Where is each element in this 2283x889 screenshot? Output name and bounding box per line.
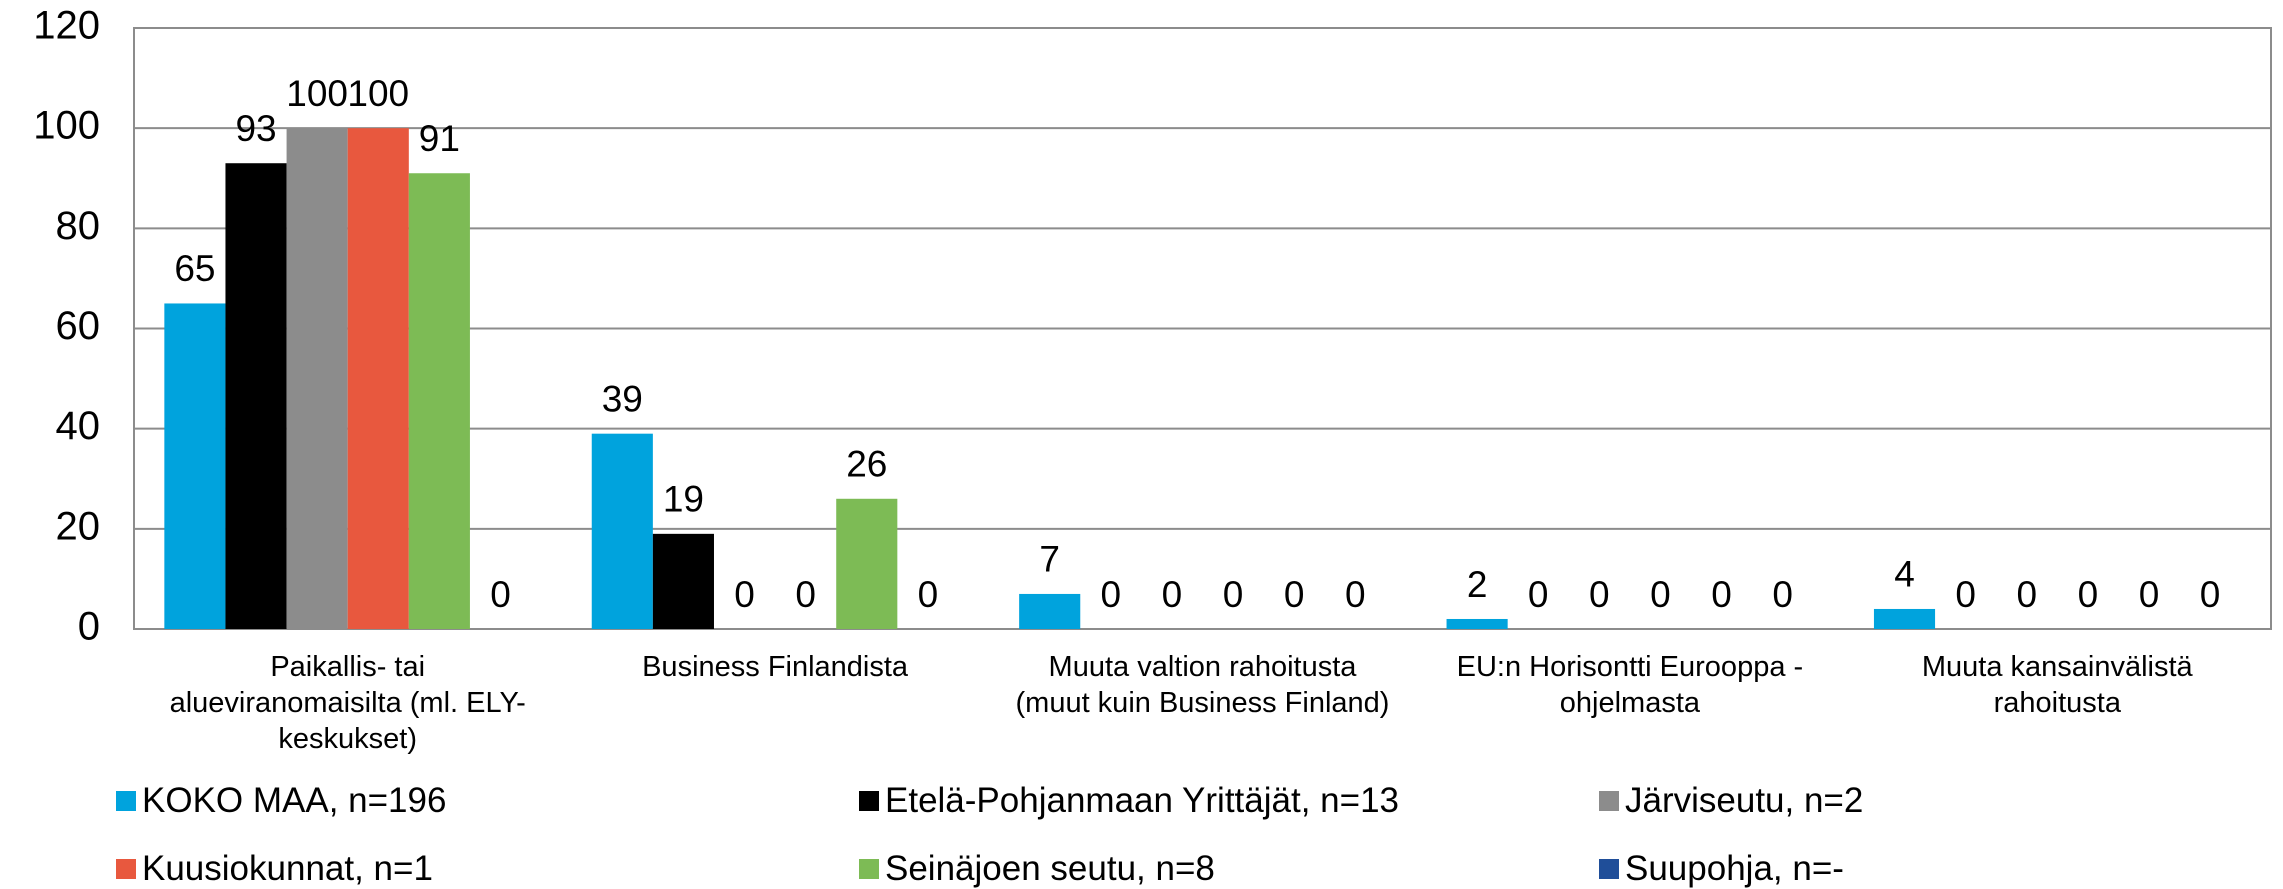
bar (836, 498, 898, 629)
legend-label: Kuusiokunnat, n=1 (142, 849, 433, 888)
y-tick-label: 40 (56, 404, 101, 448)
data-label: 0 (918, 574, 939, 615)
legend-swatch (1599, 859, 1619, 879)
legend-label: Järviseutu, n=2 (1625, 781, 1864, 820)
y-tick-label: 20 (56, 504, 101, 548)
y-tick-label: 60 (56, 304, 101, 348)
bar (1019, 593, 1081, 629)
legend-swatch (116, 859, 136, 879)
data-label: 0 (1650, 574, 1671, 615)
data-label: 4 (1894, 554, 1915, 595)
legend-item: KOKO MAA, n=196 (116, 779, 446, 823)
data-label: 0 (1345, 574, 1366, 615)
y-tick-label: 0 (78, 605, 100, 649)
bar (591, 433, 653, 629)
data-label: 0 (1284, 574, 1305, 615)
y-tick-label: 120 (33, 4, 100, 48)
x-tick-label: Muuta kansainvälistä rahoitusta (1921, 651, 2193, 719)
data-label: 0 (1223, 574, 1244, 615)
bar (164, 303, 226, 629)
x-tick-label: Muuta valtion rahoitusta (muut kuin Busi… (1015, 651, 1390, 719)
bar (408, 173, 470, 629)
data-label: 0 (1101, 574, 1122, 615)
legend-label: Seinäjoen seutu, n=8 (885, 849, 1215, 888)
data-label: 100 (286, 73, 348, 114)
data-label: 2 (1467, 564, 1488, 605)
legend-item: Järviseutu, n=2 (1599, 779, 1863, 823)
data-label: 7 (1039, 539, 1060, 580)
data-label: 19 (663, 479, 704, 520)
data-label: 0 (1162, 574, 1183, 615)
bar (1873, 608, 1936, 629)
data-label: 26 (846, 444, 887, 485)
data-label: 0 (2016, 574, 2037, 615)
data-label: 0 (1589, 574, 1610, 615)
data-label: 93 (235, 108, 276, 149)
legend-label: Suupohja, n=- (1625, 849, 1844, 888)
data-label: 0 (734, 574, 755, 615)
x-tick-label: EU:n Horisontti Eurooppa -ohjelmasta (1456, 651, 1804, 719)
legend-item: Etelä-Pohjanmaan Yrittäjät, n=13 (859, 779, 1399, 823)
plot-border (133, 27, 2272, 630)
bar (652, 533, 714, 629)
data-label: 0 (1528, 574, 1549, 615)
data-label: 91 (419, 118, 460, 159)
data-label: 0 (2139, 574, 2160, 615)
bar (1446, 618, 1508, 629)
data-label: 0 (1772, 574, 1793, 615)
y-tick-label: 80 (56, 204, 101, 248)
data-label: 0 (795, 574, 816, 615)
data-label: 0 (490, 574, 511, 615)
x-tick-label: Business Finlandista (642, 651, 909, 683)
legend-item: Kuusiokunnat, n=1 (116, 847, 433, 889)
y-tick-label: 100 (33, 104, 100, 148)
legend-item: Seinäjoen seutu, n=8 (859, 847, 1215, 889)
legend-swatch (859, 791, 879, 811)
bar (225, 163, 287, 629)
legend-swatch (1599, 791, 1619, 811)
legend-label: Etelä-Pohjanmaan Yrittäjät, n=13 (885, 781, 1399, 820)
legend-swatch (116, 791, 136, 811)
legend-item: Suupohja, n=- (1599, 847, 1844, 889)
data-label: 0 (2078, 574, 2099, 615)
x-tick-label: Paikallis- tai alueviranomaisilta (ml. E… (169, 651, 526, 755)
data-label: 0 (2200, 574, 2221, 615)
data-label: 0 (1711, 574, 1732, 615)
bar (286, 128, 348, 629)
legend-label: KOKO MAA, n=196 (142, 781, 447, 820)
data-label: 39 (602, 378, 643, 419)
bar (347, 128, 409, 629)
data-label: 65 (174, 248, 215, 289)
legend-swatch (859, 859, 879, 879)
data-label: 0 (1955, 574, 1976, 615)
data-label: 100 (347, 73, 409, 114)
